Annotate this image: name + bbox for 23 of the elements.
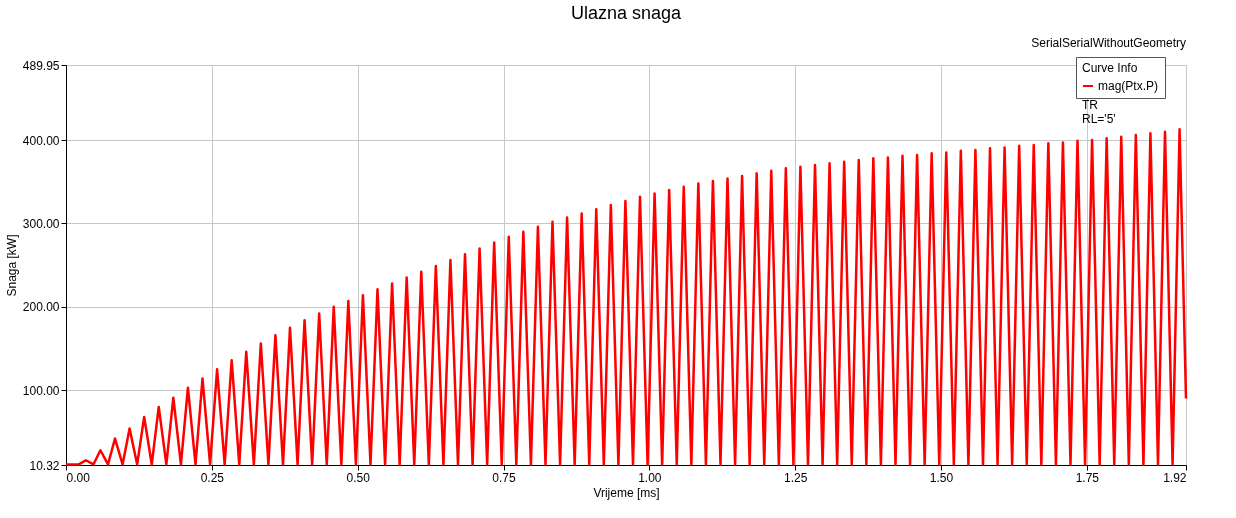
- annotation: RL='5': [1082, 112, 1116, 126]
- legend-title: Curve Info: [1082, 61, 1138, 75]
- y-tick-label: 200.00: [22, 300, 60, 315]
- y-tick-label: 300.00: [22, 216, 60, 231]
- x-tick-label: 1.75: [1075, 470, 1100, 485]
- y-tick-label: 489.95: [22, 58, 60, 73]
- x-axis-title: Vrijeme [ms]: [593, 485, 660, 500]
- y-tick-label: 400.00: [22, 133, 60, 148]
- y-tick-label: 10.32: [29, 458, 60, 473]
- y-axis-title: Snaga [kW]: [4, 234, 19, 297]
- x-tick-label: 0.00: [66, 470, 91, 485]
- legend-label: mag(Ptx.P): [1098, 79, 1159, 93]
- x-tick-label: 1.92: [1163, 470, 1187, 485]
- x-tick-label: 1.25: [783, 470, 808, 485]
- x-tick-label: 1.00: [638, 470, 662, 485]
- x-tick-label: 0.75: [492, 470, 516, 485]
- x-tick-label: 1.50: [929, 470, 954, 485]
- annotation: TR: [1082, 98, 1099, 112]
- text: SerialSerialWithoutGeometry: [1031, 36, 1186, 50]
- x-tick-label: 0.50: [346, 470, 371, 485]
- chart-title: Ulazna snaga: [570, 3, 683, 23]
- x-tick-label: 0.25: [200, 470, 225, 485]
- y-tick-label: 100.00: [22, 383, 60, 398]
